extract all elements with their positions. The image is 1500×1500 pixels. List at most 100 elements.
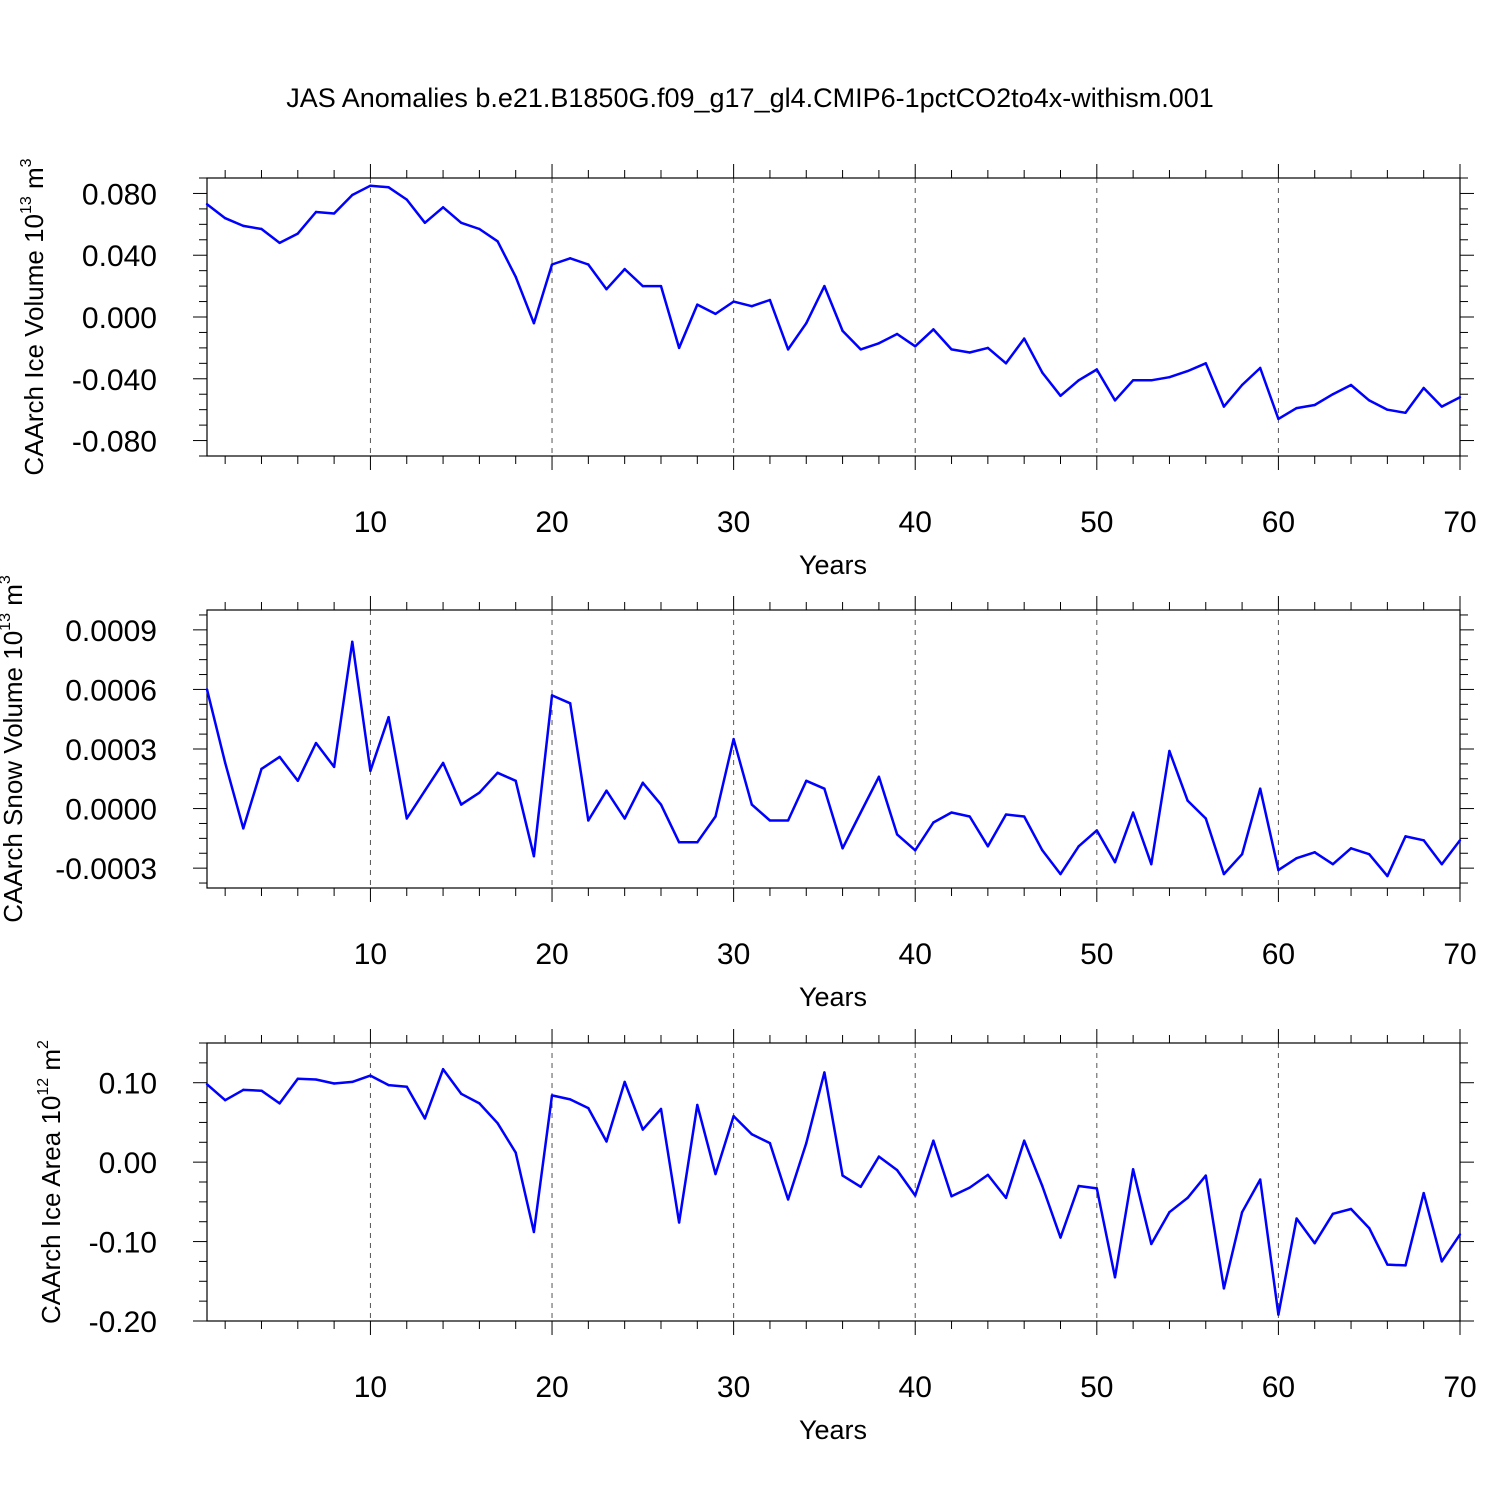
data-point bbox=[677, 1221, 681, 1224]
data-point bbox=[914, 345, 917, 348]
data-point bbox=[1331, 862, 1335, 866]
data-point bbox=[423, 221, 427, 224]
data-point bbox=[550, 1094, 554, 1097]
data-point bbox=[351, 193, 354, 197]
data-point bbox=[568, 702, 572, 705]
data-point bbox=[805, 1141, 808, 1145]
data-point bbox=[1113, 1276, 1117, 1279]
data-point bbox=[1422, 386, 1425, 390]
data-point bbox=[768, 298, 772, 302]
x-axis-label: Years bbox=[799, 1415, 867, 1445]
data-point bbox=[514, 779, 517, 782]
data-point bbox=[1186, 369, 1189, 373]
data-point bbox=[859, 1185, 862, 1188]
data-point bbox=[1349, 383, 1353, 387]
y-axis-label-main: CAArch Ice Area 10 bbox=[36, 1096, 66, 1324]
data-point bbox=[1440, 1260, 1444, 1263]
data-point bbox=[877, 775, 881, 778]
data-point bbox=[1331, 393, 1335, 396]
x-tick-label: 50 bbox=[1080, 506, 1113, 539]
data-point bbox=[1368, 399, 1371, 402]
data-point bbox=[677, 841, 681, 844]
data-point bbox=[1440, 862, 1444, 866]
series-line-snow-volume bbox=[205, 640, 1461, 878]
data-point bbox=[1295, 1217, 1298, 1220]
data-point bbox=[714, 312, 717, 316]
data-point bbox=[1150, 1242, 1153, 1246]
data-point bbox=[405, 198, 408, 201]
data-point bbox=[714, 815, 717, 818]
data-point bbox=[750, 1133, 753, 1136]
series-line-ice-area bbox=[206, 1067, 1462, 1316]
x-tick-label: 20 bbox=[535, 1371, 568, 1404]
data-point bbox=[859, 811, 862, 814]
data-point bbox=[1186, 799, 1189, 802]
data-point bbox=[1204, 817, 1207, 820]
data-point bbox=[732, 300, 735, 303]
data-point bbox=[1458, 396, 1462, 399]
data-point bbox=[1240, 383, 1244, 387]
data-point bbox=[242, 224, 245, 228]
data-point bbox=[877, 342, 881, 345]
data-point bbox=[532, 855, 536, 858]
data-point bbox=[823, 1071, 826, 1074]
data-point bbox=[696, 303, 699, 306]
y-tick-label: 0.10 bbox=[99, 1068, 157, 1101]
data-point bbox=[223, 761, 227, 765]
data-point bbox=[1259, 366, 1262, 370]
data-point bbox=[641, 781, 645, 784]
data-point bbox=[1422, 839, 1425, 842]
x-tick-label: 50 bbox=[1080, 938, 1113, 971]
x-tick-label: 60 bbox=[1262, 506, 1295, 539]
data-point bbox=[877, 1155, 881, 1158]
data-point bbox=[460, 803, 463, 806]
data-point bbox=[1004, 813, 1008, 816]
x-tick-label: 70 bbox=[1443, 938, 1476, 971]
y-tick-label: -0.10 bbox=[89, 1227, 157, 1260]
data-point bbox=[1095, 1187, 1099, 1190]
data-point bbox=[478, 791, 481, 794]
x-tick-label: 10 bbox=[354, 1371, 387, 1404]
data-point bbox=[1386, 408, 1389, 411]
data-point bbox=[242, 1088, 245, 1092]
y-axis-label-unit-exponent: 3 bbox=[0, 575, 14, 584]
data-point bbox=[1095, 829, 1099, 832]
data-point bbox=[659, 803, 663, 806]
data-point bbox=[405, 1085, 408, 1088]
data-point bbox=[859, 348, 862, 351]
data-point bbox=[1295, 857, 1298, 860]
chart-title: JAS Anomalies b.e21.B1850G.f09_g17_gl4.C… bbox=[286, 83, 1214, 113]
data-point bbox=[805, 321, 808, 325]
x-tick-label: 50 bbox=[1080, 1371, 1113, 1404]
data-point bbox=[441, 761, 445, 765]
x-axis-label: Years bbox=[799, 982, 867, 1012]
data-point bbox=[1004, 1196, 1008, 1200]
data-point bbox=[914, 849, 917, 852]
data-point bbox=[1240, 1210, 1244, 1214]
y-axis-label: CAArch Snow Volume 1013 m3 bbox=[0, 575, 28, 923]
data-point bbox=[623, 267, 626, 271]
y-tick-label: 0.000 bbox=[82, 302, 157, 335]
x-tick-label: 40 bbox=[899, 938, 932, 971]
data-point bbox=[968, 1186, 971, 1189]
data-point bbox=[968, 351, 971, 354]
x-tick-label: 60 bbox=[1262, 938, 1295, 971]
data-point bbox=[496, 771, 499, 775]
data-point bbox=[986, 845, 990, 848]
data-point bbox=[696, 1103, 699, 1107]
data-point bbox=[478, 227, 481, 231]
y-tick-label: 0.040 bbox=[82, 240, 157, 273]
y-tick-label: 0.0006 bbox=[65, 674, 157, 707]
data-point bbox=[387, 716, 390, 719]
data-point bbox=[550, 263, 554, 266]
y-axis-label: CAArch Ice Area 1012 m2 bbox=[35, 1040, 66, 1324]
panel-ice-volume: 0.080 0.040 0.000 -0.040 -0.080 10 20 30 40 50 60 7… bbox=[18, 158, 1477, 580]
data-point bbox=[605, 789, 608, 792]
y-axis-label-main: CAArch Ice Volume 10 bbox=[19, 214, 49, 476]
y-axis-label: CAArch Ice Volume 1013 m3 bbox=[18, 158, 49, 475]
data-point bbox=[714, 1172, 717, 1176]
data-point bbox=[1277, 417, 1280, 421]
data-point bbox=[1240, 853, 1244, 856]
data-point bbox=[932, 821, 935, 824]
